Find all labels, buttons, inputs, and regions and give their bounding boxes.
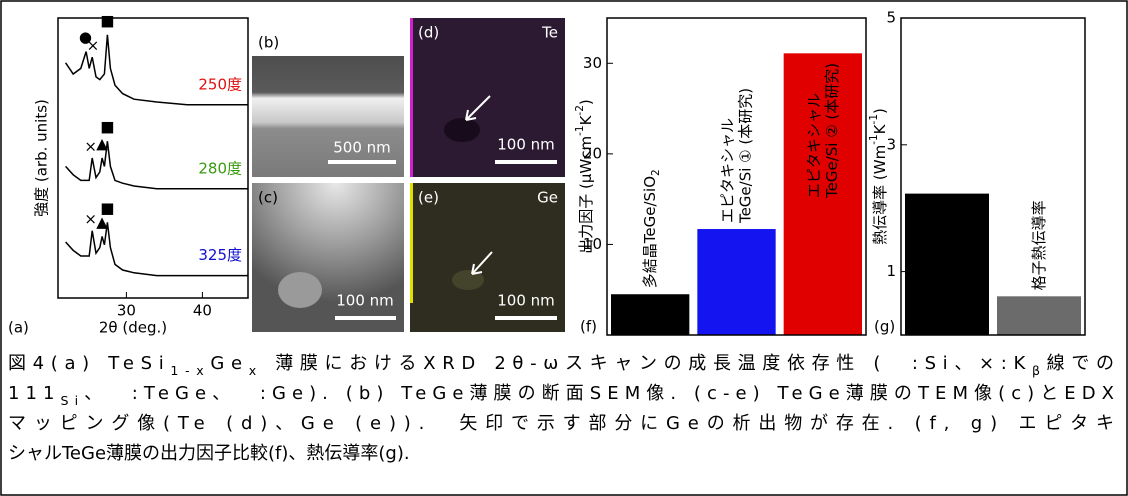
superscript: -2 (574, 105, 586, 115)
bar-label: TeGe/Si ① (本研究) (736, 88, 754, 224)
panel-label: (c) (258, 189, 278, 207)
caption-line: 111 Si 、 :TeGe、 :Ge). (b) TeGe薄膜の断面SEM像. (… (8, 383, 1114, 408)
bar (905, 194, 989, 335)
y-axis-label: 出力因子 (μWcm-1K-2) (574, 99, 595, 254)
peak-marker: × (84, 210, 97, 228)
text-run: ) (577, 99, 595, 105)
text-run: TeGe/Si ① (本研究) (736, 88, 754, 224)
y-tick-label: 30 (583, 54, 602, 72)
subscript: x (249, 363, 257, 378)
text-run: マッピング像(Te (d)、Ge (e)). 矢印で示す部分にGeの析出物が存在… (8, 413, 1114, 434)
text-run: 111 (8, 383, 54, 404)
subscript: 2 (650, 169, 662, 176)
tem-feature (278, 272, 322, 308)
text-run: 薄膜におけるXRD 2θ-ωスキャンの成長温度依存性 ( :Si、×:K (263, 353, 1027, 374)
y-axis-label: 熱伝導率 (Wm-1K-1) (868, 108, 889, 245)
bar-label: TeGe/Si ② (本研究) (822, 63, 840, 199)
element-label: Ge (537, 189, 558, 207)
text-run: エピタキシャル (804, 93, 822, 198)
map-stripe (410, 18, 413, 177)
text-run: Ge (210, 353, 242, 374)
scale-bar-label: 100 nm (497, 292, 555, 310)
peak-marker: ■ (100, 11, 114, 29)
panel-label: (b) (258, 34, 279, 52)
text-run: TeGe/Si ② (本研究) (822, 63, 840, 199)
peak-marker: × (87, 37, 100, 55)
scale-bar-label: 500 nm (333, 139, 391, 157)
x-tick-label: 40 (193, 302, 212, 320)
series-label: 280度 (198, 159, 242, 177)
bar-label: 多結晶TeGe/SiO2 (641, 169, 663, 288)
panel-label: (e) (418, 189, 439, 207)
bar-label: エピタキシャル (718, 118, 736, 223)
text-run: ) (871, 108, 889, 114)
scale-bar-label: 100 nm (497, 136, 555, 154)
text-run: 熱伝導率 (Wm (871, 145, 889, 245)
x-axis-label: 2θ (deg.) (99, 319, 167, 337)
y-tick-label: 5 (886, 9, 896, 27)
scale-bar-label: 100 nm (336, 292, 394, 310)
bar (697, 229, 775, 335)
text-run: 図4(a) TeSi (8, 353, 164, 374)
panel-label: (g) (874, 318, 895, 336)
panel-label: (d) (418, 24, 439, 42)
text-run: 出力因子 (μWcm (577, 136, 595, 254)
caption-line: シャルTeGe薄膜の出力因子比較(f)、熱伝導率(g). (8, 443, 410, 464)
peak-marker: ■ (100, 118, 114, 136)
sem-image (252, 56, 404, 177)
superscript: -1 (868, 134, 880, 144)
subscript: β (1032, 363, 1040, 378)
figure: (b) 500 nm (c) 100 nm (d) Te 100 nm (e) … (0, 0, 1128, 496)
superscript: -1 (868, 114, 880, 124)
caption-line: マッピング像(Te (d)、Ge (e)). 矢印で示す部分にGeの析出物が存在… (8, 413, 1114, 434)
y-tick-label: 1 (886, 262, 896, 280)
panel-label: (a) (8, 319, 29, 337)
text-run: シャルTeGe薄膜の出力因子比較(f)、熱伝導率(g). (8, 443, 410, 464)
superscript: -1 (574, 125, 586, 135)
peak-marker: ▲ (96, 135, 108, 153)
text-run: 線での (1047, 353, 1114, 374)
bar (997, 296, 1081, 335)
bar-label: 格子熱伝導率 (1030, 200, 1048, 290)
panel-label: (f) (580, 318, 597, 336)
map-stripe (410, 183, 413, 303)
subscript: Si (61, 393, 79, 408)
bar (611, 294, 689, 335)
peak-marker: × (84, 137, 97, 155)
element-label: Te (541, 24, 558, 42)
text-run: 格子熱伝導率 (1030, 200, 1048, 290)
text-run: 、 :TeGe、 :Ge). (b) TeGe薄膜の断面SEM像. (c-e) … (84, 383, 1114, 404)
subscript: 1-x (170, 363, 204, 378)
precipitate (444, 118, 480, 142)
text-run: 多結晶TeGe/SiO (641, 176, 659, 288)
bar-label: エピタキシャル (804, 93, 822, 198)
peak-marker: ■ (100, 199, 114, 217)
x-tick-label: 30 (117, 302, 136, 320)
text-run: エピタキシャル (718, 118, 736, 223)
series-label: 250度 (198, 75, 242, 93)
series-label: 325度 (198, 246, 242, 264)
y-axis-label: 強度 (arb. units) (33, 99, 51, 217)
